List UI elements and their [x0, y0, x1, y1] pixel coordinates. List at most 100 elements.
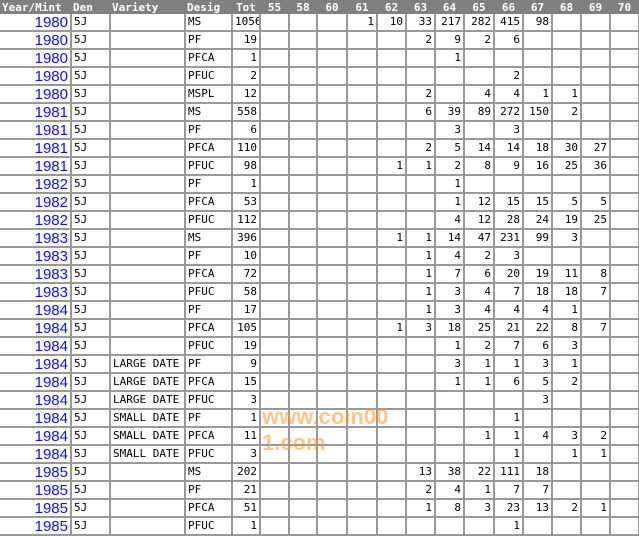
year-link[interactable]: 1984 — [0, 391, 72, 410]
cell-grade-60 — [317, 373, 348, 392]
year-link[interactable]: 1981 — [0, 139, 72, 158]
cell-grade-60 — [317, 409, 348, 428]
cell-grade-55 — [260, 14, 290, 32]
cell-desig: MS — [185, 103, 233, 122]
year-link[interactable]: 1981 — [0, 103, 72, 122]
cell-variety: SMALL DATE — [110, 427, 186, 446]
year-link[interactable]: 1982 — [0, 211, 72, 230]
year-link[interactable]: 1984 — [0, 373, 72, 392]
cell-tot: 12 — [232, 85, 261, 104]
cell-grade-61 — [347, 175, 378, 194]
table-row: 1981 5J PFUC 98 1 1 2 8 9 16 25 36 — [0, 157, 639, 176]
column-header-tot: Tot — [232, 0, 260, 14]
cell-grade-60 — [317, 265, 348, 284]
cell-grade-70 — [610, 121, 639, 140]
year-link[interactable]: 1984 — [0, 319, 72, 338]
year-link[interactable]: 1984 — [0, 355, 72, 374]
cell-variety — [110, 301, 186, 320]
year-link[interactable]: 1985 — [0, 481, 72, 500]
year-link[interactable]: 1984 — [0, 427, 72, 446]
cell-variety — [110, 481, 186, 500]
year-link[interactable]: 1982 — [0, 193, 72, 212]
table-row: 1984 5J LARGE DATE PFCA 15 1 1 6 5 2 — [0, 373, 639, 392]
cell-grade-69 — [581, 337, 611, 356]
year-link[interactable]: 1985 — [0, 517, 72, 536]
year-link[interactable]: 1984 — [0, 301, 72, 320]
cell-grade-66: 14 — [494, 139, 524, 158]
cell-grade-55 — [260, 175, 290, 194]
cell-grade-60 — [317, 193, 348, 212]
table-body: 1980 5J MS 1056 1 10 33 217 282 415 98 1980 5J PF 19 2 9… — [0, 14, 639, 536]
cell-grade-63: 2 — [406, 139, 436, 158]
cell-grade-67 — [523, 67, 553, 86]
cell-grade-64: 1 — [435, 175, 465, 194]
cell-grade-58 — [289, 121, 318, 140]
cell-grade-62 — [377, 427, 407, 446]
cell-grade-61 — [347, 301, 378, 320]
cell-grade-60 — [317, 445, 348, 464]
year-link[interactable]: 1985 — [0, 499, 72, 518]
cell-variety — [110, 67, 186, 86]
year-link[interactable]: 1981 — [0, 157, 72, 176]
cell-variety — [110, 265, 186, 284]
cell-grade-70 — [610, 265, 639, 284]
year-link[interactable]: 1985 — [0, 463, 72, 482]
cell-variety — [110, 229, 186, 248]
cell-variety — [110, 31, 186, 50]
cell-grade-58 — [289, 247, 318, 266]
cell-grade-58 — [289, 373, 318, 392]
cell-grade-63: 1 — [406, 247, 436, 266]
cell-grade-65: 8 — [464, 157, 495, 176]
cell-grade-67: 150 — [523, 103, 553, 122]
year-link[interactable]: 1982 — [0, 175, 72, 194]
cell-grade-55 — [260, 121, 290, 140]
cell-grade-67 — [523, 247, 553, 266]
cell-grade-63: 33 — [406, 14, 436, 32]
cell-grade-60 — [317, 157, 348, 176]
cell-variety — [110, 175, 186, 194]
cell-grade-64: 7 — [435, 265, 465, 284]
cell-grade-70 — [610, 139, 639, 158]
cell-grade-66: 1 — [494, 517, 524, 536]
year-link[interactable]: 1984 — [0, 337, 72, 356]
cell-tot: 1 — [232, 175, 261, 194]
cell-grade-66: 4 — [494, 85, 524, 104]
year-link[interactable]: 1983 — [0, 247, 72, 266]
cell-grade-70 — [610, 355, 639, 374]
cell-grade-63: 1 — [406, 301, 436, 320]
cell-grade-68 — [552, 49, 582, 68]
cell-den: 5J — [71, 301, 111, 320]
cell-grade-58 — [289, 463, 318, 482]
table-row: 1985 5J PFUC 1 1 — [0, 517, 639, 536]
year-link[interactable]: 1980 — [0, 49, 72, 68]
cell-grade-64 — [435, 391, 465, 410]
cell-grade-64: 9 — [435, 31, 465, 50]
cell-grade-66: 6 — [494, 31, 524, 50]
year-link[interactable]: 1980 — [0, 85, 72, 104]
table-row: 1982 5J PFUC 112 4 12 28 24 19 25 — [0, 211, 639, 230]
year-link[interactable]: 1984 — [0, 445, 72, 464]
year-link[interactable]: 1984 — [0, 409, 72, 428]
cell-grade-64: 217 — [435, 14, 465, 32]
cell-grade-62 — [377, 121, 407, 140]
cell-grade-68 — [552, 121, 582, 140]
cell-grade-60 — [317, 31, 348, 50]
cell-den: 5J — [71, 229, 111, 248]
cell-grade-61 — [347, 49, 378, 68]
year-link[interactable]: 1981 — [0, 121, 72, 140]
cell-variety — [110, 121, 186, 140]
cell-grade-64: 39 — [435, 103, 465, 122]
cell-grade-70 — [610, 157, 639, 176]
cell-grade-55 — [260, 31, 290, 50]
cell-grade-65: 2 — [464, 31, 495, 50]
year-link[interactable]: 1980 — [0, 67, 72, 86]
cell-grade-67: 24 — [523, 211, 553, 230]
year-link[interactable]: 1980 — [0, 31, 72, 50]
year-link[interactable]: 1983 — [0, 229, 72, 248]
cell-grade-63: 2 — [406, 85, 436, 104]
year-link[interactable]: 1983 — [0, 283, 72, 302]
year-link[interactable]: 1980 — [0, 14, 72, 32]
cell-grade-64: 3 — [435, 355, 465, 374]
year-link[interactable]: 1983 — [0, 265, 72, 284]
cell-grade-63: 2 — [406, 481, 436, 500]
